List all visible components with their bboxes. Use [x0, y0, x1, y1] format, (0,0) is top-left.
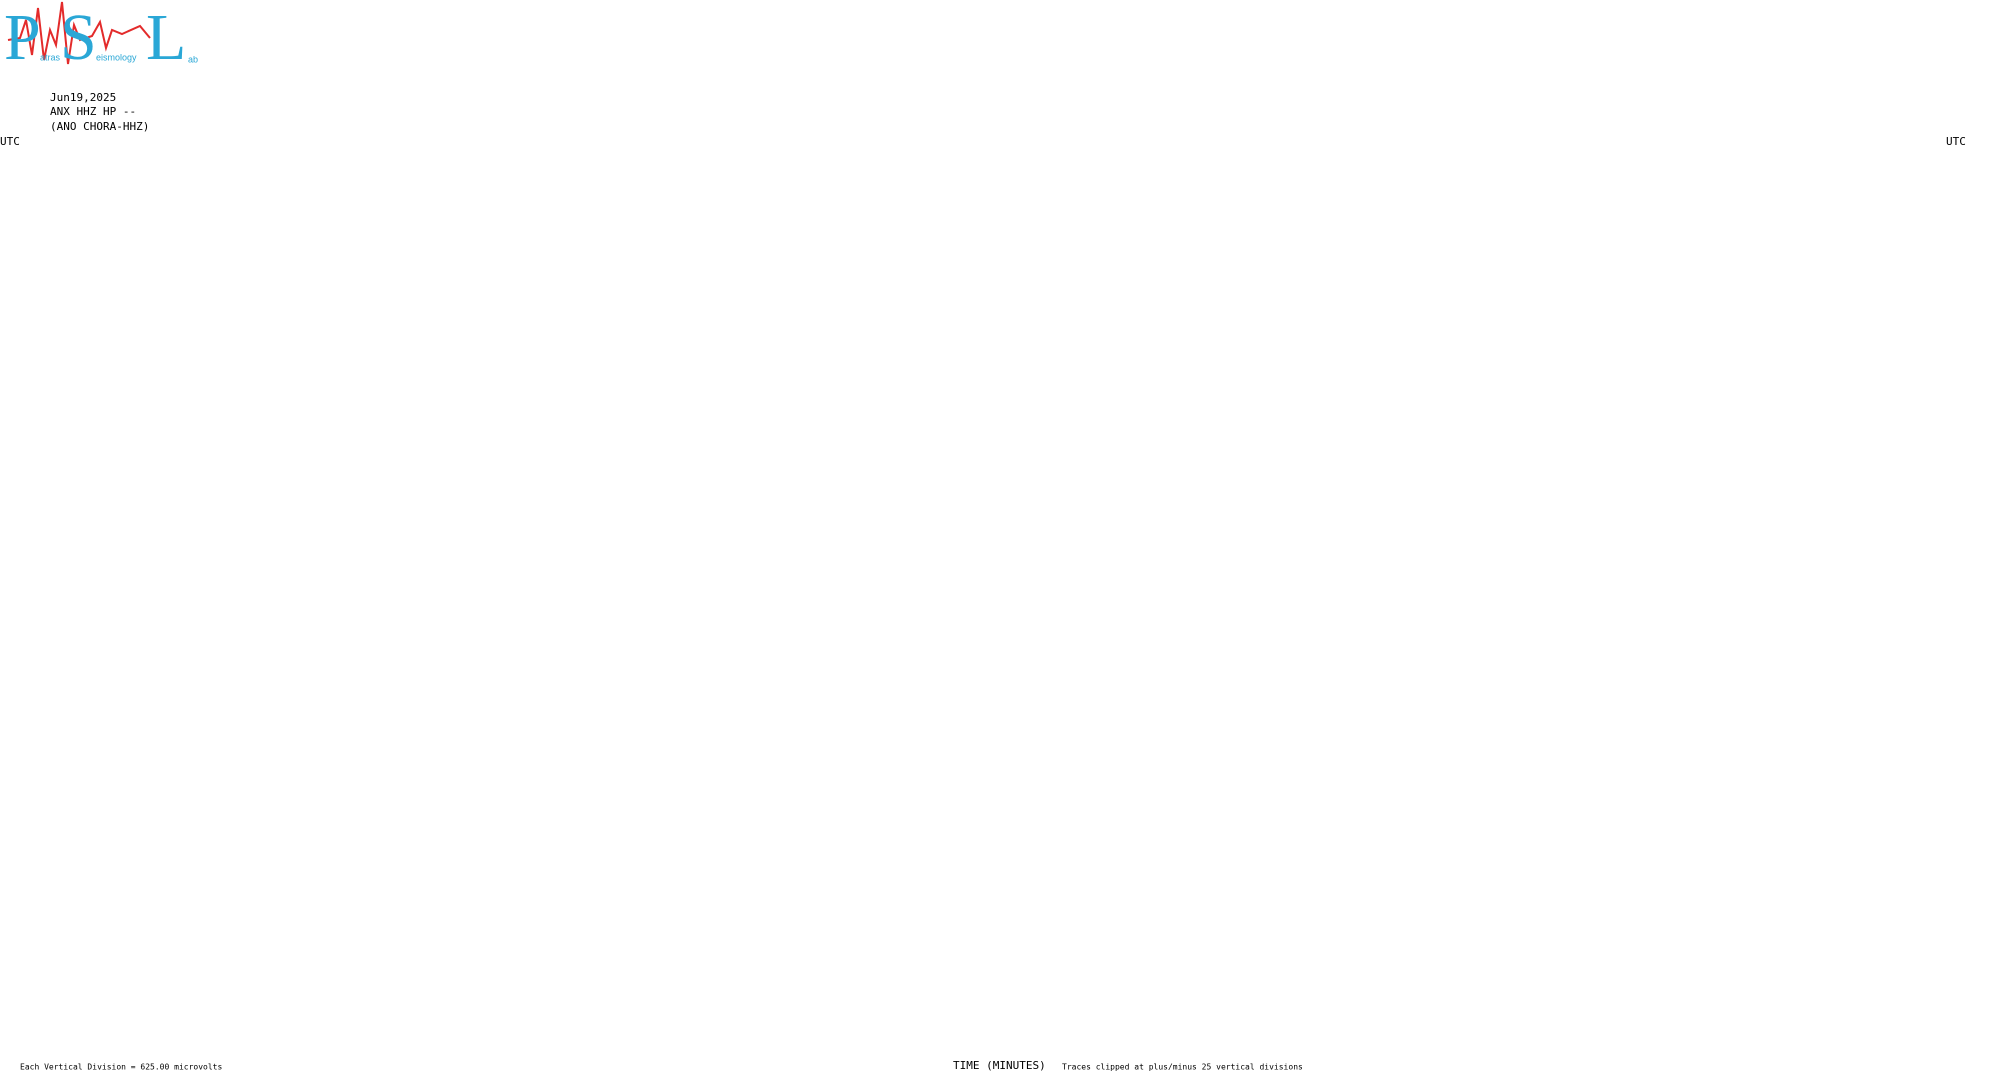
logo-letter: P — [4, 1, 41, 74]
location: (ANO CHORA-HHZ) — [50, 120, 149, 133]
logo: P S L atras eismology ab — [4, 1, 198, 74]
logo-word: eismology — [96, 52, 137, 62]
station: ANX HHZ HP -- — [50, 105, 136, 118]
logo-letter: L — [146, 1, 186, 74]
logo-letter: S — [60, 1, 97, 74]
clip-note: Traces clipped at plus/minus 25 vertical… — [1062, 1063, 1303, 1072]
logo-squiggle — [7, 1, 151, 65]
logo-word: ab — [188, 54, 198, 64]
date: Jun19,2025 — [50, 91, 116, 104]
logo-word: atras — [40, 52, 61, 62]
utc-left: UTC — [0, 135, 20, 148]
scale-note: Each Vertical Division = 625.00 microvol… — [20, 1063, 222, 1072]
utc-right: UTC — [1946, 135, 1966, 148]
axis-title: TIME (MINUTES) — [953, 1059, 1046, 1072]
